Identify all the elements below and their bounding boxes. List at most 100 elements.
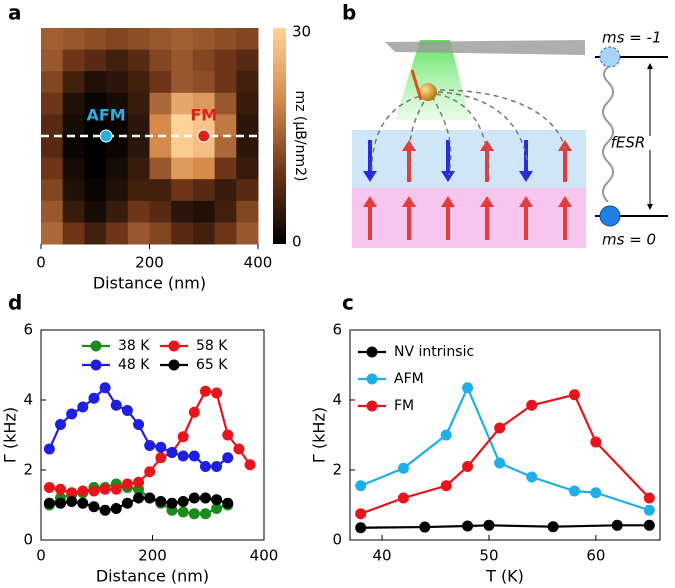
heat-cell — [171, 92, 194, 115]
x-axis-label: Distance (nm) — [96, 567, 209, 586]
heat-cell — [149, 92, 172, 115]
heat-cell — [127, 157, 150, 180]
heat-cell — [214, 222, 237, 245]
legend-label: NV intrinsic — [394, 344, 474, 360]
legend-swatch — [366, 346, 378, 358]
y-tick-label: 6 — [23, 321, 33, 339]
heat-cell — [41, 71, 64, 94]
heat-cell — [236, 179, 259, 202]
point — [77, 497, 89, 509]
nv-spin — [410, 69, 423, 101]
heat-cell — [214, 71, 237, 94]
point — [66, 487, 78, 499]
point — [211, 461, 223, 472]
heat-cell — [149, 222, 172, 245]
point — [88, 501, 100, 513]
legend-swatch — [90, 359, 102, 371]
spin-head — [363, 171, 377, 182]
heat-cell — [84, 179, 107, 202]
heat-cell — [127, 114, 150, 137]
point — [55, 483, 67, 495]
heat-cell — [149, 28, 172, 51]
point — [155, 441, 167, 453]
point — [99, 483, 111, 495]
point — [611, 519, 623, 531]
panel-label: d — [8, 291, 22, 315]
heat-cell — [106, 179, 129, 202]
point — [462, 461, 474, 472]
heat-cell — [62, 71, 85, 94]
heat-cell — [214, 92, 237, 115]
panel-label: a — [8, 1, 22, 25]
point — [233, 443, 245, 455]
point — [222, 429, 234, 441]
x-tick-label: 0 — [36, 547, 46, 565]
heat-cell — [236, 222, 259, 245]
heat-cell — [127, 179, 150, 202]
point — [110, 503, 122, 514]
heat-cell — [41, 136, 64, 159]
spin-head — [441, 171, 455, 182]
heat-cell — [192, 157, 216, 180]
x-tick-label: 40 — [373, 547, 392, 565]
point — [211, 494, 223, 506]
heat-cell — [149, 179, 172, 202]
point — [155, 452, 167, 464]
point — [397, 462, 409, 474]
y-axis-label: Γ (kHz) — [310, 407, 329, 463]
heat-cell — [214, 114, 237, 137]
heat-cell — [171, 136, 194, 159]
heat-cell — [127, 92, 150, 115]
point — [244, 459, 256, 471]
heat-cell — [84, 222, 107, 245]
heat-cell — [106, 71, 129, 94]
point — [462, 520, 474, 532]
plot-frame — [349, 329, 661, 541]
heat-cell — [62, 200, 85, 223]
point — [177, 450, 189, 462]
heat-cell — [127, 200, 150, 223]
level-label: ms = -1 — [602, 29, 662, 47]
point — [55, 497, 67, 509]
panel-label: b — [342, 1, 356, 25]
marker-label: FM — [190, 106, 217, 125]
heat-cell — [62, 114, 85, 137]
heat-cell — [192, 71, 216, 94]
heat-cell — [171, 49, 194, 72]
heat-cell — [171, 222, 194, 245]
legend-label: FM — [394, 398, 414, 414]
heat-cell — [106, 92, 129, 115]
heat-cell — [171, 114, 194, 137]
spin-head — [480, 196, 494, 207]
cantilever — [385, 40, 585, 55]
x-tick-label: 60 — [586, 547, 605, 565]
heat-cell — [127, 49, 150, 72]
legend-swatch — [366, 400, 378, 412]
heat-cell — [149, 200, 172, 223]
legend-label: 38 K — [118, 338, 150, 354]
level-label: ms = 0 — [602, 231, 656, 249]
heat-cell — [41, 28, 64, 51]
heat-cell — [149, 114, 172, 137]
point — [590, 436, 602, 448]
x-tick-label: 200 — [135, 254, 164, 272]
transition-label: fESR — [611, 134, 646, 152]
point — [526, 399, 538, 411]
heat-cell — [62, 92, 85, 115]
legend-swatch — [168, 340, 180, 352]
legend-label: 65 K — [196, 357, 228, 373]
laser-cone — [395, 40, 470, 120]
point — [440, 480, 452, 492]
heat-cell — [171, 179, 194, 202]
heat-cell — [149, 71, 172, 94]
point — [526, 471, 538, 483]
point — [397, 492, 409, 504]
point — [99, 382, 111, 394]
point — [133, 419, 145, 430]
y-tick-label: 4 — [23, 391, 33, 409]
heat-cell — [84, 136, 107, 159]
heat-cell — [236, 114, 259, 137]
heat-cell — [62, 222, 85, 245]
afm-layer — [352, 130, 586, 188]
heat-cell — [236, 157, 259, 180]
